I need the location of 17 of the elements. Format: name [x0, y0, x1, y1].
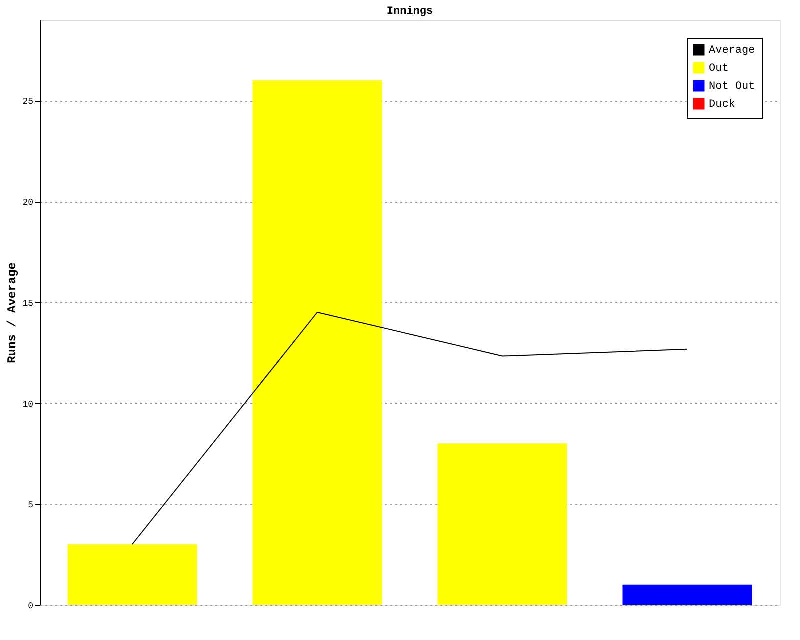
legend-label: Duck: [709, 99, 736, 111]
legend-label: Not Out: [709, 81, 756, 93]
y-tick-label: 5: [28, 500, 34, 511]
bar: [438, 444, 568, 605]
bar: [252, 80, 382, 605]
y-tick-label: 25: [22, 97, 34, 108]
y-tick-label: 15: [22, 298, 34, 309]
legend-label: Out: [709, 63, 729, 75]
y-tick-label: 20: [22, 198, 34, 208]
line-series: [132, 312, 688, 545]
legend-label: Average: [709, 45, 756, 57]
y-tick-label: 10: [22, 400, 34, 410]
y-axis-title: Runs / Average: [6, 262, 20, 364]
bar: [68, 544, 198, 605]
chart-title: Innings: [386, 6, 434, 18]
y-tick-label: 0: [28, 602, 34, 612]
bar: [622, 584, 752, 605]
